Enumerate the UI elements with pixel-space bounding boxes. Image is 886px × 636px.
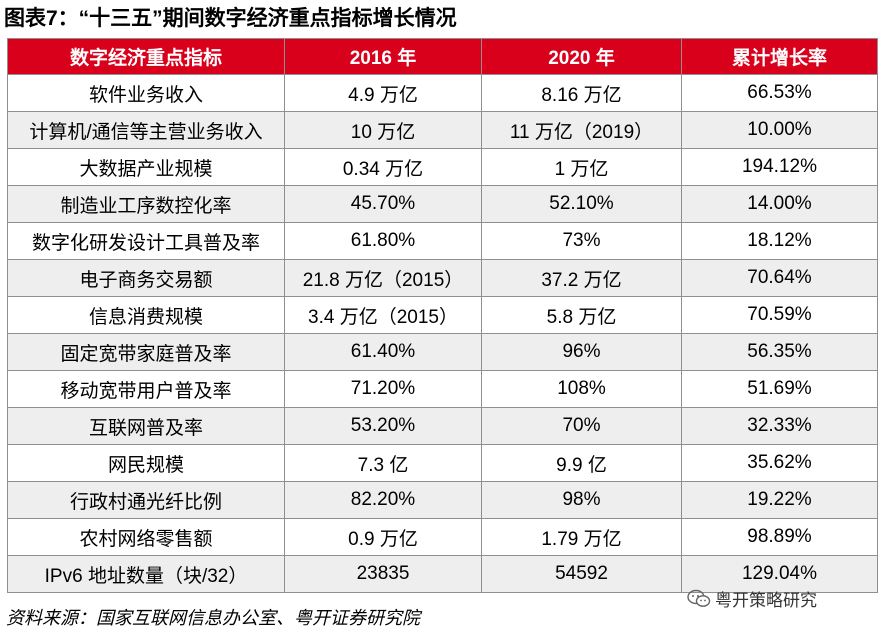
indicator-name-cell: 固定宽带家庭普及率 [7, 333, 285, 371]
value-cell: 8.16 万亿 [481, 74, 682, 112]
value-cell: 1.79 万亿 [481, 518, 682, 556]
indicator-name-cell: 信息消费规模 [7, 296, 285, 334]
value-cell: 98.89% [681, 518, 878, 556]
value-cell: 21.8 万亿（2015） [284, 259, 482, 297]
value-cell: 194.12% [681, 148, 878, 186]
column-header: 2020 年 [481, 38, 682, 75]
value-cell: 35.62% [681, 444, 878, 482]
page-title: 图表7：“十三五”期间数字经济重点指标增长情况 [4, 7, 457, 30]
wechat-icon [687, 589, 711, 607]
indicator-name-cell: 制造业工序数控化率 [7, 185, 285, 223]
value-cell: 61.40% [284, 333, 482, 371]
indicator-name-cell: 软件业务收入 [7, 74, 285, 112]
table-row: 信息消费规模 3.4 万亿（2015） 5.8 万亿 70.59% [7, 296, 878, 334]
value-cell: 37.2 万亿 [481, 259, 682, 297]
indicator-name-cell: 农村网络零售额 [7, 518, 285, 556]
value-cell: 0.9 万亿 [284, 518, 482, 556]
value-cell: 11 万亿（2019） [481, 111, 682, 149]
value-cell: 70.64% [681, 259, 878, 297]
value-cell: 56.35% [681, 333, 878, 371]
value-cell: 0.34 万亿 [284, 148, 482, 186]
indicator-name-cell: 互联网普及率 [7, 407, 285, 445]
indicator-table: 数字经济重点指标 2016 年 2020 年 累计增长率 软件业务收入 4.9 万… [7, 38, 878, 593]
indicator-name-cell: 大数据产业规模 [7, 148, 285, 186]
value-cell: 9.9 亿 [481, 444, 682, 482]
table-header-row: 数字经济重点指标 2016 年 2020 年 累计增长率 [7, 38, 878, 75]
value-cell: 5.8 万亿 [481, 296, 682, 334]
watermark: 粤开策略研究 [687, 586, 817, 611]
table-row: 固定宽带家庭普及率 61.40% 96% 56.35% [7, 333, 878, 371]
table-row: 行政村通光纤比例 82.20% 98% 19.22% [7, 481, 878, 519]
value-cell: 14.00% [681, 185, 878, 223]
indicator-name-cell: 网民规模 [7, 444, 285, 482]
value-cell: 45.70% [284, 185, 482, 223]
value-cell: 70% [481, 407, 682, 445]
table-row: 大数据产业规模 0.34 万亿 1 万亿 194.12% [7, 148, 878, 186]
column-header: 累计增长率 [681, 38, 878, 75]
value-cell: 53.20% [284, 407, 482, 445]
value-cell: 70.59% [681, 296, 878, 334]
table-row: 农村网络零售额 0.9 万亿 1.79 万亿 98.89% [7, 518, 878, 556]
value-cell: 61.80% [284, 222, 482, 260]
value-cell: 52.10% [481, 185, 682, 223]
value-cell: 108% [481, 370, 682, 408]
value-cell: 51.69% [681, 370, 878, 408]
column-header: 2016 年 [284, 38, 482, 75]
table-row: IPv6 地址数量（块/32） 23835 54592 129.04% [7, 555, 878, 593]
value-cell: 18.12% [681, 222, 878, 260]
column-header: 数字经济重点指标 [7, 38, 285, 75]
table-row: 计算机/通信等主营业务收入 10 万亿 11 万亿（2019） 10.00% [7, 111, 878, 149]
value-cell: 19.22% [681, 481, 878, 519]
table-row: 移动宽带用户普及率 71.20% 108% 51.69% [7, 370, 878, 408]
value-cell: 71.20% [284, 370, 482, 408]
table-row: 互联网普及率 53.20% 70% 32.33% [7, 407, 878, 445]
indicator-name-cell: 数字化研发设计工具普及率 [7, 222, 285, 260]
source-note: 资料来源：国家互联网信息办公室、粤开证券研究院 [6, 608, 420, 628]
value-cell: 3.4 万亿（2015） [284, 296, 482, 334]
value-cell: 82.20% [284, 481, 482, 519]
value-cell: 1 万亿 [481, 148, 682, 186]
value-cell: 54592 [481, 555, 682, 593]
value-cell: 96% [481, 333, 682, 371]
value-cell: 73% [481, 222, 682, 260]
table-row: 网民规模 7.3 亿 9.9 亿 35.62% [7, 444, 878, 482]
value-cell: 98% [481, 481, 682, 519]
table-row: 数字化研发设计工具普及率 61.80% 73% 18.12% [7, 222, 878, 260]
value-cell: 10.00% [681, 111, 878, 149]
value-cell: 10 万亿 [284, 111, 482, 149]
indicator-name-cell: 计算机/通信等主营业务收入 [7, 111, 285, 149]
value-cell: 129.04% [681, 555, 878, 593]
value-cell: 7.3 亿 [284, 444, 482, 482]
table-row: 软件业务收入 4.9 万亿 8.16 万亿 66.53% [7, 74, 878, 112]
indicator-name-cell: IPv6 地址数量（块/32） [7, 555, 285, 593]
table-row: 制造业工序数控化率 45.70% 52.10% 14.00% [7, 185, 878, 223]
value-cell: 23835 [284, 555, 482, 593]
indicator-name-cell: 电子商务交易额 [7, 259, 285, 297]
indicator-name-cell: 行政村通光纤比例 [7, 481, 285, 519]
value-cell: 4.9 万亿 [284, 74, 482, 112]
value-cell: 66.53% [681, 74, 878, 112]
table-row: 电子商务交易额 21.8 万亿（2015） 37.2 万亿 70.64% [7, 259, 878, 297]
watermark-text: 粤开策略研究 [715, 591, 817, 610]
indicator-name-cell: 移动宽带用户普及率 [7, 370, 285, 408]
value-cell: 32.33% [681, 407, 878, 445]
